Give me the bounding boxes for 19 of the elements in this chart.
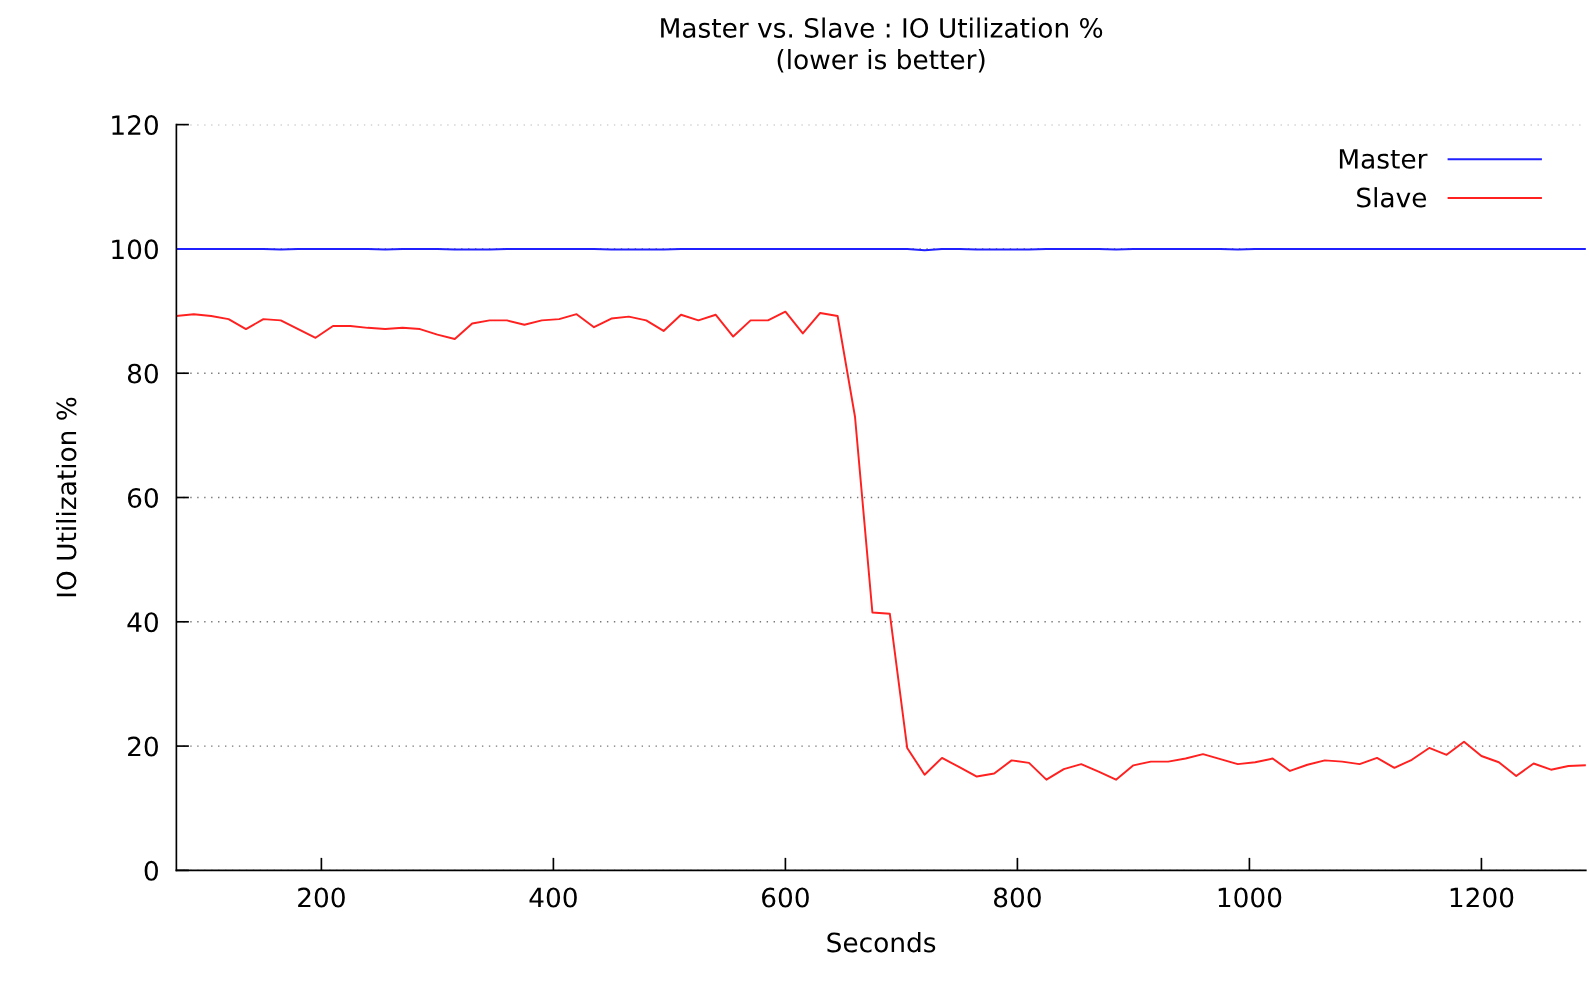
y-tick-label: 40	[127, 612, 158, 633]
legend-label: Slave	[1357, 187, 1427, 208]
legend-label: Master	[1339, 149, 1428, 169]
x-tick-label: 1200	[1450, 887, 1514, 908]
y-tick-label: 0	[144, 860, 158, 881]
x-tick-label: 800	[994, 887, 1041, 908]
y-axis-title: IO Utilization %	[56, 397, 77, 597]
x-tick-label: 600	[762, 887, 809, 908]
chart-title: Master vs. Slave : IO Utilization % (lower is better)	[661, 17, 1103, 73]
y-tick-label: 60	[127, 487, 158, 508]
x-axis-title: Seconds	[827, 932, 936, 953]
x-tick-label: 1000	[1218, 887, 1282, 908]
y-tick-label: 100	[112, 239, 158, 260]
x-tick-label: 400	[529, 887, 577, 908]
y-tick-label: 20	[128, 736, 158, 757]
x-tick-label: 200	[298, 887, 345, 908]
y-tick-label: 80	[127, 363, 158, 384]
line-series	[176, 310, 1586, 781]
y-tick-label: 120	[112, 115, 158, 136]
